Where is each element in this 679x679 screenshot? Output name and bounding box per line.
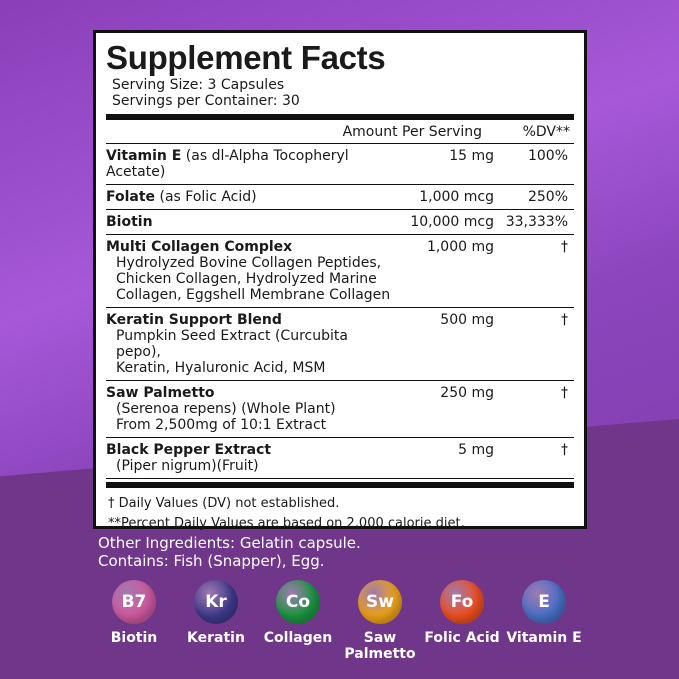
badge-label: Collagen: [263, 630, 333, 646]
badge-icon: Fo: [440, 580, 484, 624]
nutrient-name: Saw Palmetto: [106, 385, 215, 401]
amount-header: Amount Per Serving: [342, 123, 482, 140]
table-row: Keratin Support Blend Pumpkin Seed Extrac…: [106, 308, 574, 381]
row-sub-text: Pumpkin Seed Extract (Curcubita pepo),: [116, 328, 348, 360]
serving-size: Serving Size: 3 Capsules: [112, 77, 285, 93]
daily-value: 100%: [527, 148, 568, 164]
nutrient-name: Keratin Support Blend: [106, 312, 282, 328]
badge-collagen: Co Collagen: [257, 580, 339, 662]
ingredient-badges: B7 Biotin Kr Keratin Co Collagen Sw Saw Palmett…: [93, 580, 593, 662]
amount: 5 mg: [458, 442, 494, 458]
badge-vitamin-e: E Vitamin E: [503, 580, 585, 662]
nutrient-name: Multi Collagen Complex: [106, 239, 293, 255]
amount: 1,000 mcg: [419, 189, 494, 205]
allergens: Contains: Fish (Snapper), Egg.: [98, 552, 325, 570]
row-sub-text: (Piper nigrum)(Fruit): [116, 458, 259, 474]
badge-label: Biotin: [110, 630, 158, 646]
nutrient-name: Folate: [106, 189, 156, 205]
other-ingredients: Other Ingredients: Gelatin capsule.: [98, 534, 361, 552]
daily-value: †: [561, 239, 568, 255]
badge-icon: Kr: [194, 580, 238, 624]
daily-value: †: [561, 442, 568, 458]
footnote: † Daily Values (DV) not established.: [108, 496, 340, 511]
other-ingredients-block: Other Ingredients: Gelatin capsule. Cont…: [98, 534, 361, 570]
badge-icon: Sw: [358, 580, 402, 624]
daily-value: 33,333%: [505, 214, 568, 230]
daily-value: †: [561, 385, 568, 401]
footnote: **Percent Daily Values are based on 2,00…: [108, 516, 465, 531]
badge-folic-acid: Fo Folic Acid: [421, 580, 503, 662]
amount: 250 mg: [440, 385, 494, 401]
row-sub-text: (Serenoa repens) (Whole Plant): [116, 401, 336, 417]
amount: 10,000 mcg: [410, 214, 494, 230]
badge-label: Keratin: [187, 630, 245, 646]
badge-label: Saw Palmetto: [344, 630, 416, 662]
table-row: Folate (as Folic Acid) 1,000 mcg 250%: [106, 185, 574, 210]
nutrient-name: Biotin: [106, 214, 153, 230]
nutrient-name: Vitamin E: [106, 148, 182, 164]
divider: [106, 114, 574, 120]
nutrient-name: Black Pepper Extract: [106, 442, 272, 458]
badge-icon: Co: [276, 580, 320, 624]
amount: 15 mg: [449, 148, 494, 164]
footnotes: † Daily Values (DV) not established. **P…: [106, 488, 574, 534]
badge-label: Vitamin E: [506, 630, 582, 646]
amount: 1,000 mg: [426, 239, 494, 255]
table-row: Multi Collagen Complex Hydrolyzed Bovine …: [106, 235, 574, 308]
badge-saw-palmetto: Sw Saw Palmetto: [339, 580, 421, 662]
table-row: Black Pepper Extract (Piper nigrum)(Fruit…: [106, 438, 574, 479]
table-row: Vitamin E (as dl-Alpha Tocopheryl Acetat…: [106, 144, 574, 185]
divider: [106, 482, 574, 488]
daily-value: 250%: [527, 189, 568, 205]
dv-header: %DV**: [522, 123, 570, 140]
row-sub-text: Keratin, Hyaluronic Acid, MSM: [116, 360, 326, 376]
nutrient-detail: (as Folic Acid): [155, 189, 257, 205]
nutrient-detail: (as dl-Alpha Tocopheryl Acetate): [106, 148, 349, 180]
table-row: Biotin 10,000 mcg 33,333%: [106, 210, 574, 235]
row-sub-text: Hydrolyzed Bovine Collagen Peptides,: [116, 255, 382, 271]
row-sub-text: From 2,500mg of 10:1 Extract: [116, 417, 327, 433]
badge-icon: B7: [112, 580, 156, 624]
amount: 500 mg: [440, 312, 494, 328]
table-row: Saw Palmetto (Serenoa repens) (Whole Plan…: [106, 381, 574, 438]
badge-biotin: B7 Biotin: [93, 580, 175, 662]
row-sub-text: Chicken Collagen, Hydrolyzed Marine: [116, 271, 377, 287]
daily-value: †: [561, 312, 568, 328]
badge-icon: E: [522, 580, 566, 624]
badge-keratin: Kr Keratin: [175, 580, 257, 662]
badge-label: Folic Acid: [424, 630, 500, 646]
supplement-facts-panel: Supplement Facts Serving Size: 3 Capsule…: [93, 30, 587, 531]
row-sub-text: Collagen, Eggshell Membrane Collagen: [116, 287, 391, 303]
panel-title: Supplement Facts: [106, 39, 386, 76]
table-header: Amount Per Serving %DV**: [106, 120, 574, 144]
servings-per-container: Servings per Container: 30: [112, 93, 300, 109]
